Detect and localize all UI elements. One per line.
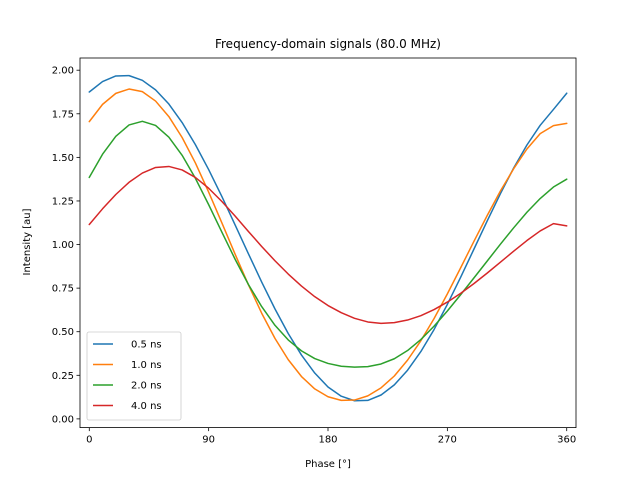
x-tick-label: 180: [318, 435, 337, 446]
y-tick-label: 0.50: [52, 327, 74, 338]
x-axis-ticks: 0 90 180 270 360: [86, 427, 576, 446]
x-tick-label: 0: [86, 435, 92, 446]
legend-box: [86, 331, 182, 421]
x-tick-label: 90: [202, 435, 215, 446]
legend: 0.5 ns 1.0 ns 2.0 ns 4.0 ns: [86, 331, 182, 421]
y-tick-label: 0.00: [52, 414, 74, 425]
legend-label: 4.0 ns: [131, 401, 162, 412]
series-line-4: [88, 165, 568, 325]
series-line-2: [88, 88, 568, 402]
x-tick-label: 360: [557, 435, 576, 446]
y-axis-label: Intensity [au]: [22, 208, 33, 275]
y-tick-label: 1.50: [52, 153, 74, 164]
y-tick-label: 1.25: [52, 196, 74, 207]
x-axis-label: Phase [°]: [305, 459, 351, 470]
legend-label: 0.5 ns: [131, 340, 162, 351]
y-axis-ticks: 0.00 0.25 0.50 0.75 1.00 1.25 1.50 1.75 2.00: [52, 66, 80, 425]
plot-lines: [88, 74, 568, 402]
y-tick-label: 2.00: [52, 66, 74, 77]
y-tick-label: 1.75: [52, 109, 74, 120]
y-tick-label: 0.25: [52, 371, 74, 382]
series-line-3: [88, 120, 568, 368]
legend-label: 2.0 ns: [131, 381, 162, 392]
series-line-1: [88, 74, 568, 402]
y-tick-label: 0.75: [52, 284, 74, 295]
x-tick-label: 270: [438, 435, 457, 446]
chart-title: Frequency-domain signals (80.0 MHz): [215, 37, 441, 51]
y-tick-label: 1.00: [52, 240, 74, 251]
legend-label: 1.0 ns: [131, 360, 162, 371]
